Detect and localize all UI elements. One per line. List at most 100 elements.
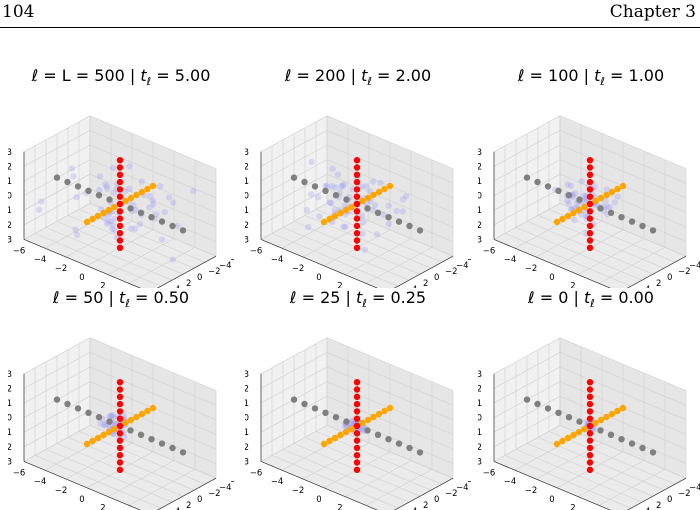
y-series-point <box>326 215 333 223</box>
z-tick-label: −2 <box>478 221 482 231</box>
noise-point <box>385 202 392 209</box>
y-tick-label: 4 <box>645 285 650 288</box>
x-series-point <box>127 205 134 212</box>
x-tick-label: 2 <box>337 504 342 510</box>
noise-point <box>101 181 109 188</box>
y-series-point <box>553 440 561 448</box>
noise-point <box>107 218 115 225</box>
y-series-point <box>381 185 388 193</box>
z-series-point <box>353 244 361 251</box>
y-tick-label: 0 <box>667 495 672 505</box>
z-tick-label: 0 <box>8 192 12 202</box>
noise-point <box>399 208 407 215</box>
z-series-point <box>353 379 361 386</box>
z-series-point <box>586 186 594 193</box>
x-series-point <box>53 174 61 181</box>
y-series <box>320 404 394 448</box>
noise-point <box>379 211 387 218</box>
z-tick-label: 1 <box>478 177 482 187</box>
z-series-point <box>586 437 594 444</box>
y-series-point <box>149 182 157 190</box>
x-series-point <box>95 414 103 421</box>
y-series-point <box>559 437 566 445</box>
z-series-point <box>116 237 124 244</box>
x-series-point <box>364 427 371 434</box>
z-series-point <box>353 400 361 408</box>
noise-point <box>100 214 108 222</box>
z-series-point <box>116 230 124 237</box>
noise-point <box>339 183 347 190</box>
noise-point <box>358 183 365 190</box>
noise-point <box>305 223 312 231</box>
z-series-point <box>116 466 124 473</box>
y-series-point <box>370 413 377 421</box>
noise-point <box>138 178 145 185</box>
panel-title-value: = 1.00 <box>604 66 665 85</box>
noise-point <box>72 226 79 233</box>
panel-title-value: = 0.50 <box>129 288 190 307</box>
y-series-point <box>575 206 583 214</box>
x-series-point <box>343 418 350 425</box>
noise-point <box>393 207 400 215</box>
plot-panel: ℓ = 100 | tℓ = 1.003210−1−2−3−6−4−20246−… <box>478 66 700 288</box>
x-series-point <box>64 400 71 408</box>
x-series-point <box>127 427 134 434</box>
x-series-point <box>565 414 573 421</box>
y-series-point <box>144 185 151 193</box>
y-series-point <box>122 419 129 427</box>
noise-point <box>70 173 77 180</box>
y-tick-label: 4 <box>175 285 180 288</box>
z-series-point <box>586 157 594 164</box>
z-series-point <box>586 208 594 215</box>
y-series-point <box>375 410 383 418</box>
noise-point <box>108 413 115 420</box>
noise-point <box>149 197 156 204</box>
z-series-point <box>353 186 361 193</box>
y-series-point <box>381 407 388 415</box>
x-series-point <box>523 396 531 403</box>
x-series-point <box>544 405 552 412</box>
noise-point <box>567 182 575 190</box>
x-series-point <box>618 214 625 221</box>
z-series-point <box>586 466 594 473</box>
x-series-point <box>179 449 187 456</box>
noise-point <box>361 246 369 253</box>
noise-point <box>331 184 339 191</box>
y-tick-label: −2 <box>445 489 458 499</box>
z-tick-label: 1 <box>8 177 12 187</box>
y-series-point <box>359 419 366 427</box>
z-tick-label: 1 <box>8 399 12 409</box>
x-series-point <box>95 192 103 199</box>
axis-lines <box>493 151 687 288</box>
y-series-point <box>386 404 394 412</box>
y-tick-label: 0 <box>197 273 202 283</box>
noise-point <box>101 422 109 429</box>
noise-point <box>371 201 379 209</box>
z-tick-label: −3 <box>8 457 12 467</box>
z-tick-label: 3 <box>245 148 249 158</box>
x-series-point <box>332 414 340 421</box>
x-series-point <box>64 178 71 186</box>
noise-point <box>38 198 45 205</box>
y-series-point <box>149 404 157 412</box>
x-series-point <box>311 405 319 412</box>
y-series-point <box>138 410 146 418</box>
noise-point <box>581 195 589 203</box>
y-tick-label: −6 <box>467 255 471 265</box>
y-tick-label: −6 <box>467 477 471 487</box>
z-series-point <box>586 193 594 200</box>
noise-point <box>174 222 181 230</box>
y-tick-label: 2 <box>656 279 661 288</box>
x-tick-label: 0 <box>549 495 554 505</box>
x-series-point <box>374 209 382 216</box>
noise-point <box>308 158 315 166</box>
noise-point <box>146 204 153 211</box>
x-series-point <box>406 444 413 452</box>
panel-title: ℓ = 200 | tℓ = 2.00 <box>245 66 471 88</box>
z-series-point <box>586 164 594 171</box>
z-series-point <box>353 430 361 437</box>
x-series-point <box>649 449 657 456</box>
x-tick-label: −4 <box>271 255 284 265</box>
x-tick-label: −6 <box>250 246 263 256</box>
x-series-point <box>639 444 646 452</box>
